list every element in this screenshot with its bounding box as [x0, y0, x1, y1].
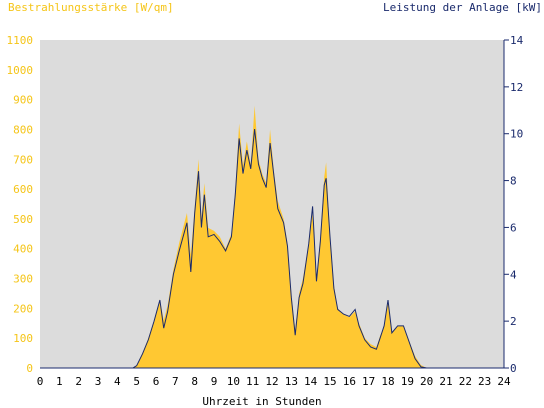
left-tick-label: 900 [13, 94, 33, 107]
left-tick-label: 200 [13, 302, 33, 315]
x-tick-label: 6 [153, 375, 160, 388]
right-axis-title: Leistung der Anlage [kW] [383, 1, 542, 14]
x-tick-label: 10 [227, 375, 240, 388]
right-tick-label: 2 [510, 315, 517, 328]
x-axis-label: Uhrzeit in Stunden [202, 395, 321, 408]
x-tick-label: 23 [478, 375, 491, 388]
x-tick-label: 24 [497, 375, 511, 388]
x-tick-label: 11 [246, 375, 259, 388]
right-axis-ticks: 0 2 4 6 8 10 12 14 [504, 34, 524, 375]
right-tick-label: 0 [510, 362, 517, 375]
left-tick-label: 1000 [7, 64, 34, 77]
x-tick-label: 3 [95, 375, 102, 388]
x-tick-label: 9 [211, 375, 218, 388]
left-tick-label: 700 [13, 153, 33, 166]
x-tick-label: 4 [114, 375, 121, 388]
right-tick-label: 8 [510, 175, 517, 188]
right-tick-label: 12 [510, 81, 523, 94]
left-tick-label: 100 [13, 332, 33, 345]
left-axis-ticks: 0 100 200 300 400 500 600 700 800 900 1000 1100 [7, 34, 34, 375]
right-tick-label: 14 [510, 34, 524, 47]
x-tick-label: 5 [133, 375, 140, 388]
x-tick-label: 20 [420, 375, 433, 388]
x-tick-label: 7 [172, 375, 179, 388]
left-tick-label: 0 [26, 362, 33, 375]
x-tick-label: 2 [75, 375, 82, 388]
x-tick-label: 19 [401, 375, 414, 388]
right-tick-label: 10 [510, 128, 523, 141]
x-tick-label: 13 [285, 375, 298, 388]
x-tick-label: 14 [304, 375, 318, 388]
left-tick-label: 600 [13, 183, 33, 196]
x-tick-label: 12 [265, 375, 278, 388]
x-tick-label: 15 [323, 375, 336, 388]
x-tick-label: 1 [56, 375, 63, 388]
x-tick-label: 8 [191, 375, 198, 388]
x-tick-label: 22 [459, 375, 472, 388]
x-tick-label: 0 [37, 375, 44, 388]
left-tick-label: 400 [13, 243, 33, 256]
left-tick-label: 500 [13, 213, 33, 226]
left-tick-label: 1100 [7, 34, 34, 47]
right-tick-label: 6 [510, 221, 517, 234]
x-tick-label: 17 [362, 375, 375, 388]
x-axis-ticks: 0 1 2 3 4 5 6 7 8 9 10 11 12 13 14 15 16 17 18 19 20 21 22 23 24 [37, 375, 511, 388]
x-tick-label: 21 [439, 375, 452, 388]
left-tick-label: 300 [13, 273, 33, 286]
left-axis-title: Bestrahlungsstärke [W/qm] [8, 1, 174, 14]
right-tick-label: 4 [510, 268, 517, 281]
x-tick-label: 16 [343, 375, 356, 388]
x-tick-label: 18 [381, 375, 394, 388]
left-tick-label: 800 [13, 123, 33, 136]
power-line [40, 128, 504, 369]
